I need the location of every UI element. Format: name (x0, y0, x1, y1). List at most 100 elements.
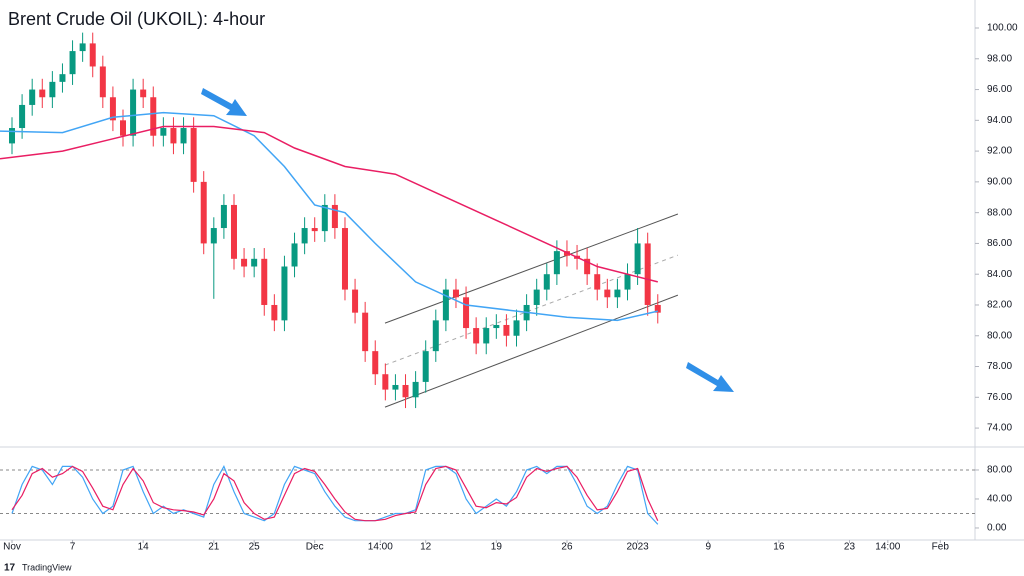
candle-body (9, 128, 16, 144)
candle-body (69, 51, 76, 75)
x-tick-label: 14:00 (875, 542, 900, 553)
y-tick-label: 94.00 (987, 115, 1012, 126)
candle-body (442, 289, 449, 321)
candle-body (392, 384, 399, 390)
candle-body (463, 297, 470, 329)
candle-body (644, 243, 651, 305)
y-tick-label: 92.00 (987, 146, 1012, 157)
x-tick-label: 23 (844, 542, 856, 553)
candle-body (422, 351, 429, 382)
x-tick-label: 14:00 (368, 542, 393, 553)
y-tick-label: 84.00 (987, 269, 1012, 280)
x-tick-label: 16 (773, 542, 785, 553)
candle-body (180, 128, 187, 144)
candle-body (503, 324, 510, 336)
x-tick-label: 26 (561, 542, 573, 553)
candle-body (140, 89, 147, 98)
candle-body (543, 274, 550, 290)
candle-body (301, 228, 308, 244)
candle-body (654, 304, 661, 313)
candle-body (59, 74, 66, 82)
branding: TradingView (22, 562, 72, 572)
x-tick-label: 2023 (626, 542, 649, 553)
x-tick-label: 12 (420, 542, 432, 553)
y-tick-label: 80.00 (987, 330, 1012, 341)
candle-body (584, 258, 591, 275)
logo: 17 (4, 563, 16, 574)
candle-body (352, 289, 359, 313)
candle-body (473, 328, 480, 344)
y-tick-label: 96.00 (987, 84, 1012, 95)
oscillator-line (11, 465, 659, 522)
candle-body (281, 266, 288, 321)
candle-body (271, 304, 278, 321)
y-tick-label: 76.00 (987, 392, 1012, 403)
moving-average (0, 111, 658, 322)
x-tick-label: Nov (3, 542, 21, 553)
candle-body (493, 324, 500, 329)
candle-body (291, 243, 298, 267)
candle-body (19, 104, 26, 129)
candle-body (29, 89, 36, 105)
channel-line (384, 294, 679, 408)
candle-body (230, 204, 237, 259)
candle-body (160, 128, 167, 136)
trend-arrow (686, 362, 734, 392)
candle-body (89, 43, 96, 67)
candle-body (553, 251, 560, 275)
y-tick-label: 98.00 (987, 53, 1012, 64)
y-tick-label: 78.00 (987, 361, 1012, 372)
candle-body (210, 228, 217, 244)
candle-body (533, 289, 540, 305)
y-tick-label: 40.00 (987, 494, 1012, 505)
x-tick-label: 14 (138, 542, 150, 553)
candle-body (251, 258, 258, 267)
candle-body (432, 320, 439, 352)
y-tick-label: 82.00 (987, 300, 1012, 311)
candle-body (170, 128, 177, 144)
candle-body (452, 289, 459, 298)
x-tick-label: Feb (932, 542, 950, 553)
candle-body (362, 312, 369, 352)
x-tick-label: 21 (208, 542, 220, 553)
y-tick-label: 74.00 (987, 423, 1012, 434)
moving-average (0, 125, 658, 283)
candle-body (604, 289, 611, 298)
oscillator-line (11, 465, 659, 525)
candle-body (119, 120, 126, 136)
candle-body (483, 328, 490, 344)
x-tick-label: 25 (249, 542, 261, 553)
trend-arrow (201, 88, 247, 116)
candle-body (341, 228, 348, 290)
candle-body (513, 320, 520, 336)
y-tick-label: 86.00 (987, 238, 1012, 249)
y-tick-label: 0.00 (987, 523, 1007, 534)
candle-body (402, 384, 409, 398)
channel-line (384, 213, 679, 324)
candle-body (200, 181, 207, 244)
candle-body (241, 258, 248, 267)
candle-body (412, 381, 419, 398)
candle-body (634, 243, 641, 275)
x-tick-label: 19 (491, 542, 503, 553)
candle-body (39, 89, 46, 98)
candle-body (372, 351, 379, 375)
candle-body (614, 289, 621, 298)
candle-body (130, 89, 137, 136)
candle-body (150, 97, 157, 136)
candle-body (331, 204, 338, 229)
x-tick-label: 9 (705, 542, 711, 553)
candle-body (220, 204, 227, 229)
candle-body (382, 374, 389, 390)
chart-title: Brent Crude Oil (UKOIL): 4-hour (8, 9, 265, 29)
y-tick-label: 100.00 (987, 23, 1018, 34)
candle-body (594, 274, 601, 290)
candle-body (261, 258, 268, 305)
candle-body (99, 66, 106, 98)
candle-body (79, 43, 86, 52)
candle-body (624, 274, 631, 290)
y-tick-label: 90.00 (987, 177, 1012, 188)
x-tick-label: 7 (70, 542, 76, 553)
